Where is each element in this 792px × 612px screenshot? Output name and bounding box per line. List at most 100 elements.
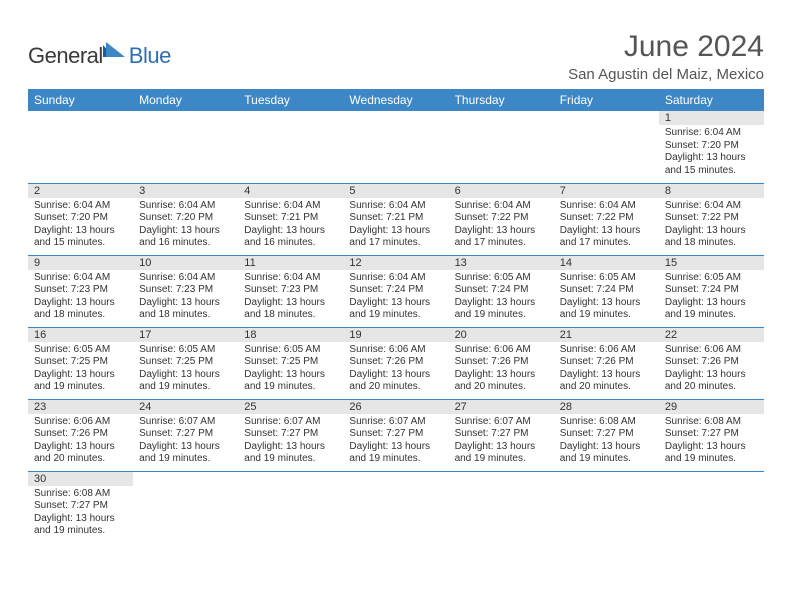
sunrise-text: Sunrise: 6:08 AM <box>560 416 653 429</box>
sunrise-text: Sunrise: 6:04 AM <box>34 272 127 285</box>
calendar-day: 10Sunrise: 6:04 AMSunset: 7:23 PMDayligh… <box>133 255 238 327</box>
day-details: Sunrise: 6:04 AMSunset: 7:20 PMDaylight:… <box>659 125 764 181</box>
day-header: Monday <box>133 89 238 111</box>
sunset-text: Sunset: 7:22 PM <box>665 212 758 225</box>
day-number: 17 <box>133 328 238 342</box>
day-details: Sunrise: 6:07 AMSunset: 7:27 PMDaylight:… <box>449 414 554 470</box>
day-header: Thursday <box>449 89 554 111</box>
sunset-text: Sunset: 7:25 PM <box>244 356 337 369</box>
day-details: Sunrise: 6:08 AMSunset: 7:27 PMDaylight:… <box>28 486 133 542</box>
day-number: 7 <box>554 184 659 198</box>
day-number <box>133 472 238 486</box>
day-details: Sunrise: 6:04 AMSunset: 7:23 PMDaylight:… <box>238 270 343 326</box>
day-details: Sunrise: 6:06 AMSunset: 7:26 PMDaylight:… <box>554 342 659 398</box>
day-details: Sunrise: 6:04 AMSunset: 7:23 PMDaylight:… <box>133 270 238 326</box>
day-details: Sunrise: 6:04 AMSunset: 7:20 PMDaylight:… <box>28 198 133 254</box>
day-details: Sunrise: 6:04 AMSunset: 7:22 PMDaylight:… <box>659 198 764 254</box>
day-details: Sunrise: 6:05 AMSunset: 7:25 PMDaylight:… <box>238 342 343 398</box>
sunset-text: Sunset: 7:24 PM <box>455 284 548 297</box>
daylight-text: Daylight: 13 hours and 19 minutes. <box>665 441 758 466</box>
sunset-text: Sunset: 7:24 PM <box>349 284 442 297</box>
day-details: Sunrise: 6:04 AMSunset: 7:22 PMDaylight:… <box>449 198 554 254</box>
calendar-day <box>343 471 448 543</box>
sunset-text: Sunset: 7:27 PM <box>349 428 442 441</box>
calendar-day <box>449 471 554 543</box>
sunset-text: Sunset: 7:26 PM <box>560 356 653 369</box>
daylight-text: Daylight: 13 hours and 19 minutes. <box>349 297 442 322</box>
day-details: Sunrise: 6:08 AMSunset: 7:27 PMDaylight:… <box>659 414 764 470</box>
daylight-text: Daylight: 13 hours and 19 minutes. <box>139 369 232 394</box>
day-number: 29 <box>659 400 764 414</box>
day-number: 5 <box>343 184 448 198</box>
day-number <box>554 472 659 486</box>
daylight-text: Daylight: 13 hours and 20 minutes. <box>34 441 127 466</box>
calendar-day: 12Sunrise: 6:04 AMSunset: 7:24 PMDayligh… <box>343 255 448 327</box>
sunset-text: Sunset: 7:24 PM <box>665 284 758 297</box>
day-details: Sunrise: 6:06 AMSunset: 7:26 PMDaylight:… <box>659 342 764 398</box>
sunset-text: Sunset: 7:27 PM <box>455 428 548 441</box>
day-number <box>554 111 659 125</box>
calendar-day: 6Sunrise: 6:04 AMSunset: 7:22 PMDaylight… <box>449 183 554 255</box>
sunset-text: Sunset: 7:20 PM <box>34 212 127 225</box>
sunset-text: Sunset: 7:22 PM <box>560 212 653 225</box>
sunrise-text: Sunrise: 6:06 AM <box>455 344 548 357</box>
calendar-day: 24Sunrise: 6:07 AMSunset: 7:27 PMDayligh… <box>133 399 238 471</box>
daylight-text: Daylight: 13 hours and 15 minutes. <box>665 152 758 177</box>
calendar-day: 29Sunrise: 6:08 AMSunset: 7:27 PMDayligh… <box>659 399 764 471</box>
day-number: 26 <box>343 400 448 414</box>
daylight-text: Daylight: 13 hours and 18 minutes. <box>139 297 232 322</box>
sunset-text: Sunset: 7:20 PM <box>665 140 758 153</box>
calendar-day: 25Sunrise: 6:07 AMSunset: 7:27 PMDayligh… <box>238 399 343 471</box>
month-title: June 2024 <box>568 30 764 64</box>
calendar-day: 2Sunrise: 6:04 AMSunset: 7:20 PMDaylight… <box>28 183 133 255</box>
daylight-text: Daylight: 13 hours and 17 minutes. <box>349 225 442 250</box>
sunset-text: Sunset: 7:23 PM <box>34 284 127 297</box>
title-block: June 2024 San Agustin del Maiz, Mexico <box>568 30 764 83</box>
daylight-text: Daylight: 13 hours and 19 minutes. <box>244 441 337 466</box>
sunrise-text: Sunrise: 6:07 AM <box>139 416 232 429</box>
daylight-text: Daylight: 13 hours and 20 minutes. <box>455 369 548 394</box>
sunrise-text: Sunrise: 6:07 AM <box>349 416 442 429</box>
sunrise-text: Sunrise: 6:04 AM <box>665 127 758 140</box>
sunset-text: Sunset: 7:26 PM <box>665 356 758 369</box>
calendar-day: 11Sunrise: 6:04 AMSunset: 7:23 PMDayligh… <box>238 255 343 327</box>
calendar-day: 23Sunrise: 6:06 AMSunset: 7:26 PMDayligh… <box>28 399 133 471</box>
calendar-day: 17Sunrise: 6:05 AMSunset: 7:25 PMDayligh… <box>133 327 238 399</box>
sunset-text: Sunset: 7:27 PM <box>34 500 127 513</box>
daylight-text: Daylight: 13 hours and 19 minutes. <box>560 297 653 322</box>
sunrise-text: Sunrise: 6:08 AM <box>665 416 758 429</box>
sunset-text: Sunset: 7:23 PM <box>244 284 337 297</box>
day-number: 12 <box>343 256 448 270</box>
day-number <box>28 111 133 125</box>
day-header: Tuesday <box>238 89 343 111</box>
day-details: Sunrise: 6:05 AMSunset: 7:25 PMDaylight:… <box>133 342 238 398</box>
calendar-week: 30Sunrise: 6:08 AMSunset: 7:27 PMDayligh… <box>28 471 764 543</box>
sunrise-text: Sunrise: 6:04 AM <box>244 272 337 285</box>
calendar-day <box>133 111 238 183</box>
daylight-text: Daylight: 13 hours and 18 minutes. <box>665 225 758 250</box>
day-number: 11 <box>238 256 343 270</box>
day-number: 30 <box>28 472 133 486</box>
calendar-day: 9Sunrise: 6:04 AMSunset: 7:23 PMDaylight… <box>28 255 133 327</box>
day-details: Sunrise: 6:07 AMSunset: 7:27 PMDaylight:… <box>238 414 343 470</box>
sunrise-text: Sunrise: 6:07 AM <box>455 416 548 429</box>
sunset-text: Sunset: 7:26 PM <box>455 356 548 369</box>
sunrise-text: Sunrise: 6:04 AM <box>349 200 442 213</box>
calendar-week: 23Sunrise: 6:06 AMSunset: 7:26 PMDayligh… <box>28 399 764 471</box>
location: San Agustin del Maiz, Mexico <box>568 66 764 83</box>
sunrise-text: Sunrise: 6:06 AM <box>560 344 653 357</box>
sunrise-text: Sunrise: 6:05 AM <box>665 272 758 285</box>
calendar-day <box>449 111 554 183</box>
calendar-day: 13Sunrise: 6:05 AMSunset: 7:24 PMDayligh… <box>449 255 554 327</box>
sunrise-text: Sunrise: 6:04 AM <box>455 200 548 213</box>
sunrise-text: Sunrise: 6:04 AM <box>560 200 653 213</box>
day-number: 19 <box>343 328 448 342</box>
day-details: Sunrise: 6:04 AMSunset: 7:20 PMDaylight:… <box>133 198 238 254</box>
day-number: 2 <box>28 184 133 198</box>
sunrise-text: Sunrise: 6:06 AM <box>665 344 758 357</box>
day-number <box>343 472 448 486</box>
day-number: 16 <box>28 328 133 342</box>
daylight-text: Daylight: 13 hours and 18 minutes. <box>244 297 337 322</box>
calendar-day <box>554 111 659 183</box>
day-details: Sunrise: 6:06 AMSunset: 7:26 PMDaylight:… <box>28 414 133 470</box>
